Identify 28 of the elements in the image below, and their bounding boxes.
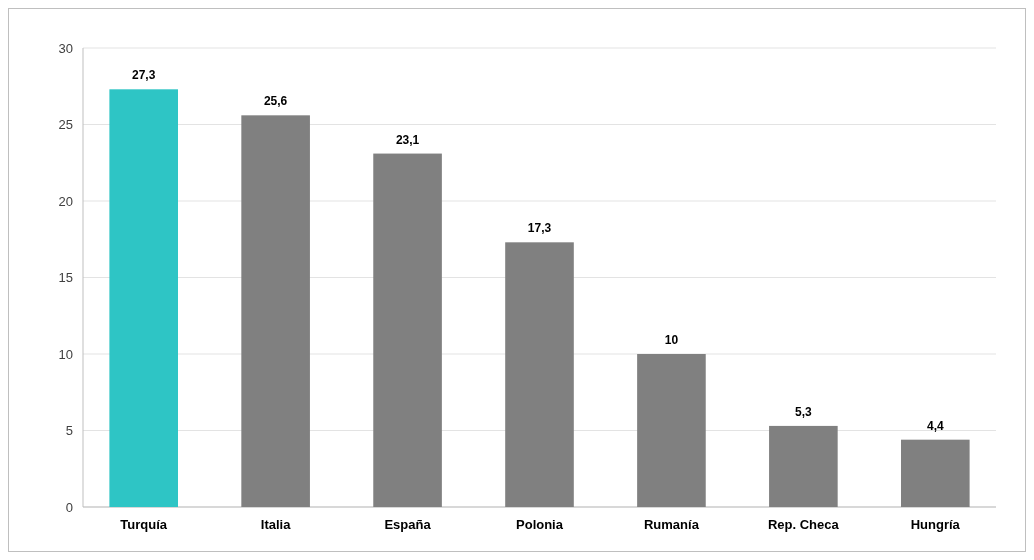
bar	[637, 354, 706, 507]
data-label: 23,1	[395, 132, 420, 147]
x-tick-label: Polonia	[516, 517, 564, 532]
data-label: 27,3	[132, 68, 156, 83]
bar	[769, 425, 838, 507]
y-tick-label: 10	[58, 346, 73, 362]
bar	[901, 439, 970, 507]
bar	[373, 153, 442, 507]
x-tick-label: Hungría	[910, 517, 961, 532]
y-tick-label: 20	[58, 193, 73, 209]
x-tick-label: España	[384, 517, 432, 532]
y-tick-label: 5	[65, 423, 73, 439]
x-tick-label: Turquía	[120, 517, 168, 532]
data-label: 4,4	[926, 418, 944, 433]
x-tick-label: Rep. Checa	[767, 517, 840, 532]
x-tick-label: Rumanía	[643, 517, 700, 532]
bar	[109, 89, 178, 507]
data-label: 25,6	[263, 94, 288, 109]
data-label: 5,3	[795, 404, 813, 419]
y-tick-label: 30	[58, 40, 73, 56]
bar	[241, 115, 310, 507]
data-label: 17,3	[527, 221, 552, 236]
y-tick-label: 25	[58, 117, 73, 133]
x-tick-label: Italia	[260, 517, 292, 532]
y-tick-label: 0	[65, 499, 73, 515]
y-tick-label: 15	[58, 270, 73, 286]
bar	[505, 242, 574, 507]
data-label: 10	[664, 333, 679, 347]
